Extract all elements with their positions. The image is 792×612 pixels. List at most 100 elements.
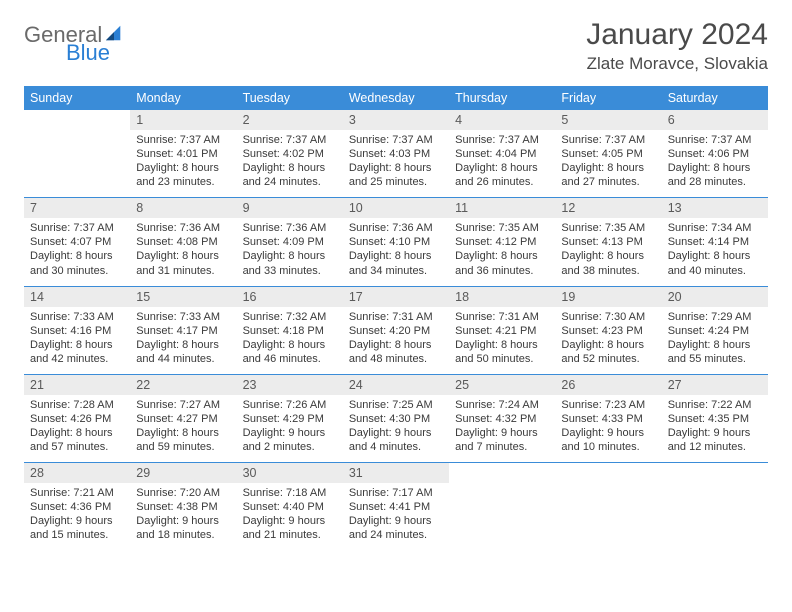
sunrise-text: Sunrise: 7:35 AM [455,221,549,235]
day-number: 31 [343,463,449,483]
daylight-text-line2: and 10 minutes. [561,440,655,454]
day-body: Sunrise: 7:27 AMSunset: 4:27 PMDaylight:… [130,395,236,462]
day-number: 19 [555,287,661,307]
day-number: 21 [24,375,130,395]
sunset-text: Sunset: 4:24 PM [668,324,762,338]
day-body: Sunrise: 7:35 AMSunset: 4:13 PMDaylight:… [555,218,661,285]
day-number: 26 [555,375,661,395]
sunset-text: Sunset: 4:20 PM [349,324,443,338]
calendar-header-row: SundayMondayTuesdayWednesdayThursdayFrid… [24,86,768,110]
sunrise-text: Sunrise: 7:21 AM [30,486,124,500]
daylight-text-line2: and 55 minutes. [668,352,762,366]
daylight-text-line2: and 46 minutes. [243,352,337,366]
sunrise-text: Sunrise: 7:24 AM [455,398,549,412]
sunset-text: Sunset: 4:09 PM [243,235,337,249]
day-body-blank [662,483,768,543]
day-number: 12 [555,198,661,218]
calendar-week-row: 21Sunrise: 7:28 AMSunset: 4:26 PMDayligh… [24,374,768,462]
calendar-day-cell: 15Sunrise: 7:33 AMSunset: 4:17 PMDayligh… [130,286,236,374]
sunrise-text: Sunrise: 7:37 AM [243,133,337,147]
day-number: 3 [343,110,449,130]
daylight-text-line1: Daylight: 8 hours [136,161,230,175]
day-body: Sunrise: 7:35 AMSunset: 4:12 PMDaylight:… [449,218,555,285]
calendar-day-cell: 29Sunrise: 7:20 AMSunset: 4:38 PMDayligh… [130,463,236,551]
sunset-text: Sunset: 4:05 PM [561,147,655,161]
daylight-text-line1: Daylight: 8 hours [561,249,655,263]
sunset-text: Sunset: 4:06 PM [668,147,762,161]
daylight-text-line2: and 31 minutes. [136,264,230,278]
daylight-text-line1: Daylight: 8 hours [30,249,124,263]
daylight-text-line1: Daylight: 9 hours [136,514,230,528]
daylight-text-line1: Daylight: 8 hours [455,161,549,175]
sunrise-text: Sunrise: 7:35 AM [561,221,655,235]
sunrise-text: Sunrise: 7:36 AM [349,221,443,235]
day-body: Sunrise: 7:37 AMSunset: 4:05 PMDaylight:… [555,130,661,197]
day-body: Sunrise: 7:18 AMSunset: 4:40 PMDaylight:… [237,483,343,550]
sunset-text: Sunset: 4:23 PM [561,324,655,338]
day-number: 27 [662,375,768,395]
calendar-day-cell: 5Sunrise: 7:37 AMSunset: 4:05 PMDaylight… [555,110,661,198]
calendar-day-cell: 16Sunrise: 7:32 AMSunset: 4:18 PMDayligh… [237,286,343,374]
day-body: Sunrise: 7:33 AMSunset: 4:16 PMDaylight:… [24,307,130,374]
sunrise-text: Sunrise: 7:37 AM [455,133,549,147]
calendar-day-cell: 13Sunrise: 7:34 AMSunset: 4:14 PMDayligh… [662,198,768,286]
day-body-blank [24,130,130,190]
day-header-friday: Friday [555,86,661,110]
calendar-day-cell: 7Sunrise: 7:37 AMSunset: 4:07 PMDaylight… [24,198,130,286]
daylight-text-line1: Daylight: 8 hours [30,426,124,440]
day-number: 24 [343,375,449,395]
day-body: Sunrise: 7:32 AMSunset: 4:18 PMDaylight:… [237,307,343,374]
sunrise-text: Sunrise: 7:18 AM [243,486,337,500]
day-body: Sunrise: 7:28 AMSunset: 4:26 PMDaylight:… [24,395,130,462]
day-number-blank [662,463,768,483]
daylight-text-line1: Daylight: 9 hours [349,514,443,528]
calendar-day-cell: 23Sunrise: 7:26 AMSunset: 4:29 PMDayligh… [237,374,343,462]
calendar-day-cell: 31Sunrise: 7:17 AMSunset: 4:41 PMDayligh… [343,463,449,551]
sunset-text: Sunset: 4:40 PM [243,500,337,514]
day-number: 17 [343,287,449,307]
day-body-blank [449,483,555,543]
calendar-day-cell: 17Sunrise: 7:31 AMSunset: 4:20 PMDayligh… [343,286,449,374]
calendar-week-row: 7Sunrise: 7:37 AMSunset: 4:07 PMDaylight… [24,198,768,286]
day-body: Sunrise: 7:22 AMSunset: 4:35 PMDaylight:… [662,395,768,462]
sunrise-text: Sunrise: 7:37 AM [136,133,230,147]
logo-sail-icon [104,24,124,46]
daylight-text-line1: Daylight: 8 hours [349,249,443,263]
daylight-text-line2: and 59 minutes. [136,440,230,454]
sunset-text: Sunset: 4:10 PM [349,235,443,249]
daylight-text-line1: Daylight: 8 hours [349,161,443,175]
daylight-text-line2: and 33 minutes. [243,264,337,278]
day-number: 18 [449,287,555,307]
calendar-day-cell: 12Sunrise: 7:35 AMSunset: 4:13 PMDayligh… [555,198,661,286]
day-header-monday: Monday [130,86,236,110]
day-body: Sunrise: 7:25 AMSunset: 4:30 PMDaylight:… [343,395,449,462]
daylight-text-line2: and 18 minutes. [136,528,230,542]
calendar-day-cell: 3Sunrise: 7:37 AMSunset: 4:03 PMDaylight… [343,110,449,198]
daylight-text-line1: Daylight: 9 hours [561,426,655,440]
day-number: 28 [24,463,130,483]
daylight-text-line2: and 25 minutes. [349,175,443,189]
sunrise-text: Sunrise: 7:33 AM [30,310,124,324]
daylight-text-line2: and 24 minutes. [243,175,337,189]
daylight-text-line1: Daylight: 9 hours [668,426,762,440]
calendar-day-cell [555,463,661,551]
sunset-text: Sunset: 4:16 PM [30,324,124,338]
daylight-text-line2: and 24 minutes. [349,528,443,542]
daylight-text-line2: and 50 minutes. [455,352,549,366]
day-body: Sunrise: 7:31 AMSunset: 4:20 PMDaylight:… [343,307,449,374]
calendar-week-row: 1Sunrise: 7:37 AMSunset: 4:01 PMDaylight… [24,110,768,198]
daylight-text-line1: Daylight: 9 hours [349,426,443,440]
sunset-text: Sunset: 4:29 PM [243,412,337,426]
sunrise-text: Sunrise: 7:31 AM [349,310,443,324]
daylight-text-line2: and 2 minutes. [243,440,337,454]
daylight-text-line1: Daylight: 8 hours [455,249,549,263]
day-body: Sunrise: 7:23 AMSunset: 4:33 PMDaylight:… [555,395,661,462]
calendar-day-cell: 11Sunrise: 7:35 AMSunset: 4:12 PMDayligh… [449,198,555,286]
sunrise-text: Sunrise: 7:33 AM [136,310,230,324]
day-number: 15 [130,287,236,307]
daylight-text-line2: and 57 minutes. [30,440,124,454]
day-number: 16 [237,287,343,307]
calendar-day-cell: 10Sunrise: 7:36 AMSunset: 4:10 PMDayligh… [343,198,449,286]
sunrise-text: Sunrise: 7:23 AM [561,398,655,412]
day-number: 11 [449,198,555,218]
